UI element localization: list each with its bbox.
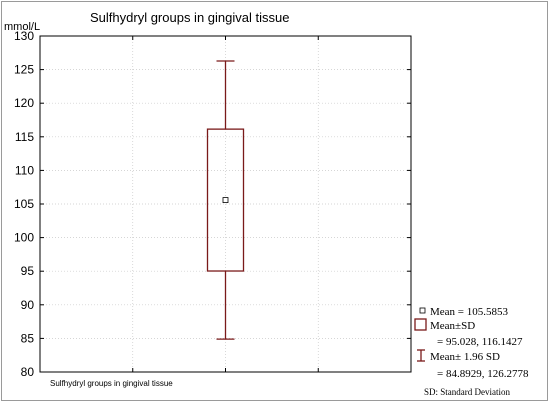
y-tick-label: 85 [21, 331, 35, 345]
y-unit-label: mmol/L [4, 21, 40, 33]
legend-mean-marker [419, 307, 426, 314]
y-tick-label: 100 [14, 231, 34, 245]
y-tick-label: 95 [21, 264, 35, 278]
sd-box [206, 128, 245, 272]
y-tick-label: 110 [15, 163, 34, 177]
legend: Mean = 105.5853 Mean±SD = 95.028, 116.14… [414, 306, 529, 380]
legend-mean-label: Mean = 105.5853 [430, 306, 508, 318]
legend-ci-marker [417, 349, 425, 362]
mean-marker [222, 197, 229, 203]
y-tick-label: 115 [15, 130, 34, 144]
x-axis-ticks [132, 36, 319, 372]
box-plot [206, 60, 245, 340]
y-tick-label: 105 [14, 197, 34, 211]
y-tick-label: 125 [14, 63, 34, 77]
y-tick-label: 90 [21, 298, 35, 312]
legend-ci-values: = 84.8929, 126.2778 [437, 368, 529, 380]
legend-ci-label: Mean± 1.96 SD [430, 351, 500, 363]
x-category-label: Sulfhydryl groups in gingival tissue [50, 379, 173, 388]
legend-sd-label: Mean±SD [430, 320, 475, 332]
legend-sd-marker [414, 318, 427, 331]
y-tick-label: 130 [14, 29, 34, 43]
legend-sd-values: = 95.028, 116.1427 [437, 336, 523, 348]
chart-title: Sulfhydryl groups in gingival tissue [90, 10, 289, 25]
y-tick-label: 80 [21, 365, 35, 379]
footnote: SD: Standard Deviation [424, 387, 510, 397]
y-axis-ticks: 80 85 90 95 100 105 110 115 120 125 130 [14, 29, 411, 379]
y-tick-label: 120 [14, 96, 34, 110]
